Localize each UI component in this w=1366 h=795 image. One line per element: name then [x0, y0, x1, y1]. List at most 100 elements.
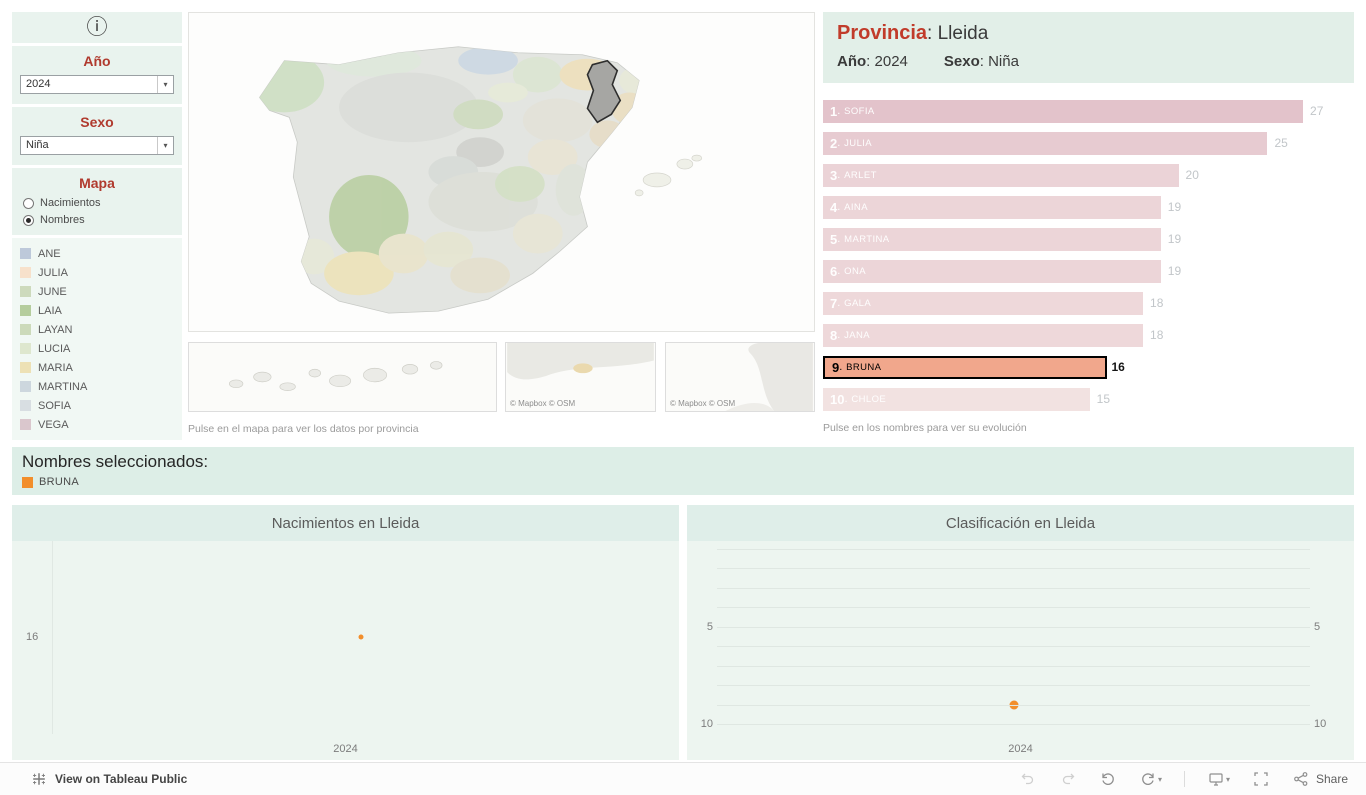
- mapa-options: Nacimientos Nombres: [20, 197, 174, 226]
- legend-item[interactable]: VEGA: [20, 415, 174, 434]
- clasificacion-plot[interactable]: 5 10 5 10 2024: [687, 541, 1354, 760]
- legend-label: ANE: [38, 247, 61, 260]
- rank-number: 1: [830, 103, 838, 119]
- ranking-row[interactable]: 5MARTINA 19: [823, 223, 1354, 255]
- legend-item[interactable]: LAYAN: [20, 320, 174, 339]
- nacimientos-dot: [358, 634, 364, 640]
- ranking-rows: 1SOFIA272JULIA253ARLET204AINA195MARTINA1…: [823, 95, 1354, 415]
- gridline: [717, 549, 1310, 550]
- ranking-bar[interactable]: 7GALA: [823, 291, 1144, 315]
- mapa-option-nombres[interactable]: Nombres: [23, 214, 174, 226]
- legend-item[interactable]: JULIA: [20, 263, 174, 282]
- x-axis-label: 2024: [1008, 743, 1033, 755]
- ranking-bar[interactable]: 10CHLOE: [823, 387, 1090, 411]
- gridline: [717, 587, 1310, 589]
- legend-item[interactable]: MARTINA: [20, 377, 174, 396]
- ano-dropdown[interactable]: 2024 ▾: [20, 75, 174, 94]
- legend-item[interactable]: SOFIA: [20, 396, 174, 415]
- redo-icon[interactable]: [1059, 770, 1077, 788]
- rank-name: BRUNA: [839, 361, 881, 373]
- legend-swatch: [20, 362, 31, 373]
- legend-item[interactable]: JUNE: [20, 282, 174, 301]
- ano-filter-title: Año: [83, 53, 111, 69]
- rank-name: JULIA: [837, 137, 872, 149]
- y-tick-label: 5: [706, 620, 713, 633]
- fullscreen-icon[interactable]: [1252, 770, 1270, 788]
- refresh-icon[interactable]: [1139, 770, 1157, 788]
- chevron-down-icon[interactable]: ▾: [157, 137, 173, 154]
- radio-icon[interactable]: [23, 197, 34, 209]
- rank-name: CHLOE: [844, 393, 886, 405]
- selected-names-list: BRUNA: [22, 476, 1344, 488]
- refresh-menu[interactable]: ▾: [1139, 770, 1162, 788]
- lleida-province[interactable]: [586, 59, 622, 124]
- legend-label: VEGA: [38, 418, 69, 431]
- legend-item[interactable]: LAIA: [20, 301, 174, 320]
- legend-item[interactable]: MARIA: [20, 358, 174, 377]
- legend-swatch: [20, 419, 31, 430]
- rank-name: JANA: [837, 329, 870, 341]
- melilla-inset-map[interactable]: © Mapbox © OSM: [665, 342, 815, 412]
- ranking-bar[interactable]: 9BRUNA: [823, 355, 1108, 379]
- chevron-down-icon[interactable]: ▾: [1225, 774, 1230, 784]
- ranking-bar[interactable]: 8JANA: [823, 323, 1144, 347]
- x-axis-label: 2024: [333, 743, 358, 755]
- ranking-row[interactable]: 3ARLET 20: [823, 159, 1354, 191]
- ranking-bar[interactable]: 4AINA: [823, 195, 1161, 219]
- ranking-row[interactable]: 7GALA 18: [823, 287, 1354, 319]
- ranking-row[interactable]: 4AINA 19: [823, 191, 1354, 223]
- legend-item[interactable]: ANE: [20, 244, 174, 263]
- ranking-row[interactable]: 6ONA 19: [823, 255, 1354, 287]
- rank-name: AINA: [837, 201, 868, 213]
- ranking-bar[interactable]: 1SOFIA: [823, 99, 1304, 123]
- legend-label: LUCIA: [38, 342, 71, 355]
- mapa-option-label: Nombres: [40, 214, 85, 226]
- device-layout-menu[interactable]: ▾: [1207, 770, 1230, 788]
- ranking-bar[interactable]: 2JULIA: [823, 131, 1268, 155]
- legend-swatch: [20, 381, 31, 392]
- rank-name: SOFIA: [837, 105, 874, 117]
- gridline: [717, 646, 1310, 648]
- legend-label: MARIA: [38, 361, 73, 374]
- spain-map[interactable]: [188, 12, 815, 332]
- ranking-row[interactable]: 9BRUNA16: [823, 351, 1354, 383]
- ranking-row[interactable]: 8JANA 18: [823, 319, 1354, 351]
- canary-islands-inset-map[interactable]: [188, 342, 497, 412]
- filters-heading: Año: 2024 Sexo: Niña: [837, 53, 1340, 70]
- ranking-bar[interactable]: 3ARLET: [823, 163, 1179, 187]
- map-attribution: © Mapbox © OSM: [510, 399, 576, 408]
- ranking-bar[interactable]: 6ONA: [823, 259, 1161, 283]
- revert-icon[interactable]: [1099, 770, 1117, 788]
- radio-icon[interactable]: [23, 214, 34, 226]
- ano-heading-value: : 2024: [866, 53, 908, 70]
- gridline: [717, 665, 1310, 667]
- legend-swatch: [20, 267, 31, 278]
- monitor-icon[interactable]: [1207, 770, 1225, 788]
- ranking-row[interactable]: 1SOFIA 27: [823, 95, 1354, 127]
- ranking-bar[interactable]: 5MARTINA: [823, 227, 1161, 251]
- share-icon: [1292, 770, 1310, 788]
- legend-item[interactable]: LUCIA: [20, 339, 174, 358]
- rank-number: 9: [832, 359, 840, 375]
- gridline: [717, 724, 1310, 725]
- chevron-down-icon[interactable]: ▾: [1157, 774, 1162, 784]
- selected-name-chip: BRUNA: [22, 476, 79, 488]
- rank-value: 15: [1096, 392, 1111, 406]
- nacimientos-plot[interactable]: 16 2024: [12, 541, 679, 760]
- info-icon[interactable]: ⓘ: [86, 16, 108, 39]
- view-on-tableau[interactable]: View on Tableau Public: [30, 770, 187, 788]
- ranking-row[interactable]: 2JULIA 25: [823, 127, 1354, 159]
- sexo-filter: Sexo Niña ▾: [12, 107, 182, 165]
- undo-icon[interactable]: [1019, 770, 1037, 788]
- legend-label: JUNE: [38, 285, 67, 298]
- chevron-down-icon[interactable]: ▾: [157, 76, 173, 93]
- ranking-row[interactable]: 10CHLOE 15: [823, 383, 1354, 415]
- mapa-option-nacimientos[interactable]: Nacimientos: [23, 197, 174, 209]
- legend-swatch: [20, 248, 31, 259]
- share-button[interactable]: Share: [1292, 770, 1348, 788]
- legend-swatch: [20, 400, 31, 411]
- y-tick-label: 16: [26, 630, 39, 643]
- ceuta-inset-map[interactable]: © Mapbox © OSM: [505, 342, 656, 412]
- sexo-dropdown[interactable]: Niña ▾: [20, 136, 174, 155]
